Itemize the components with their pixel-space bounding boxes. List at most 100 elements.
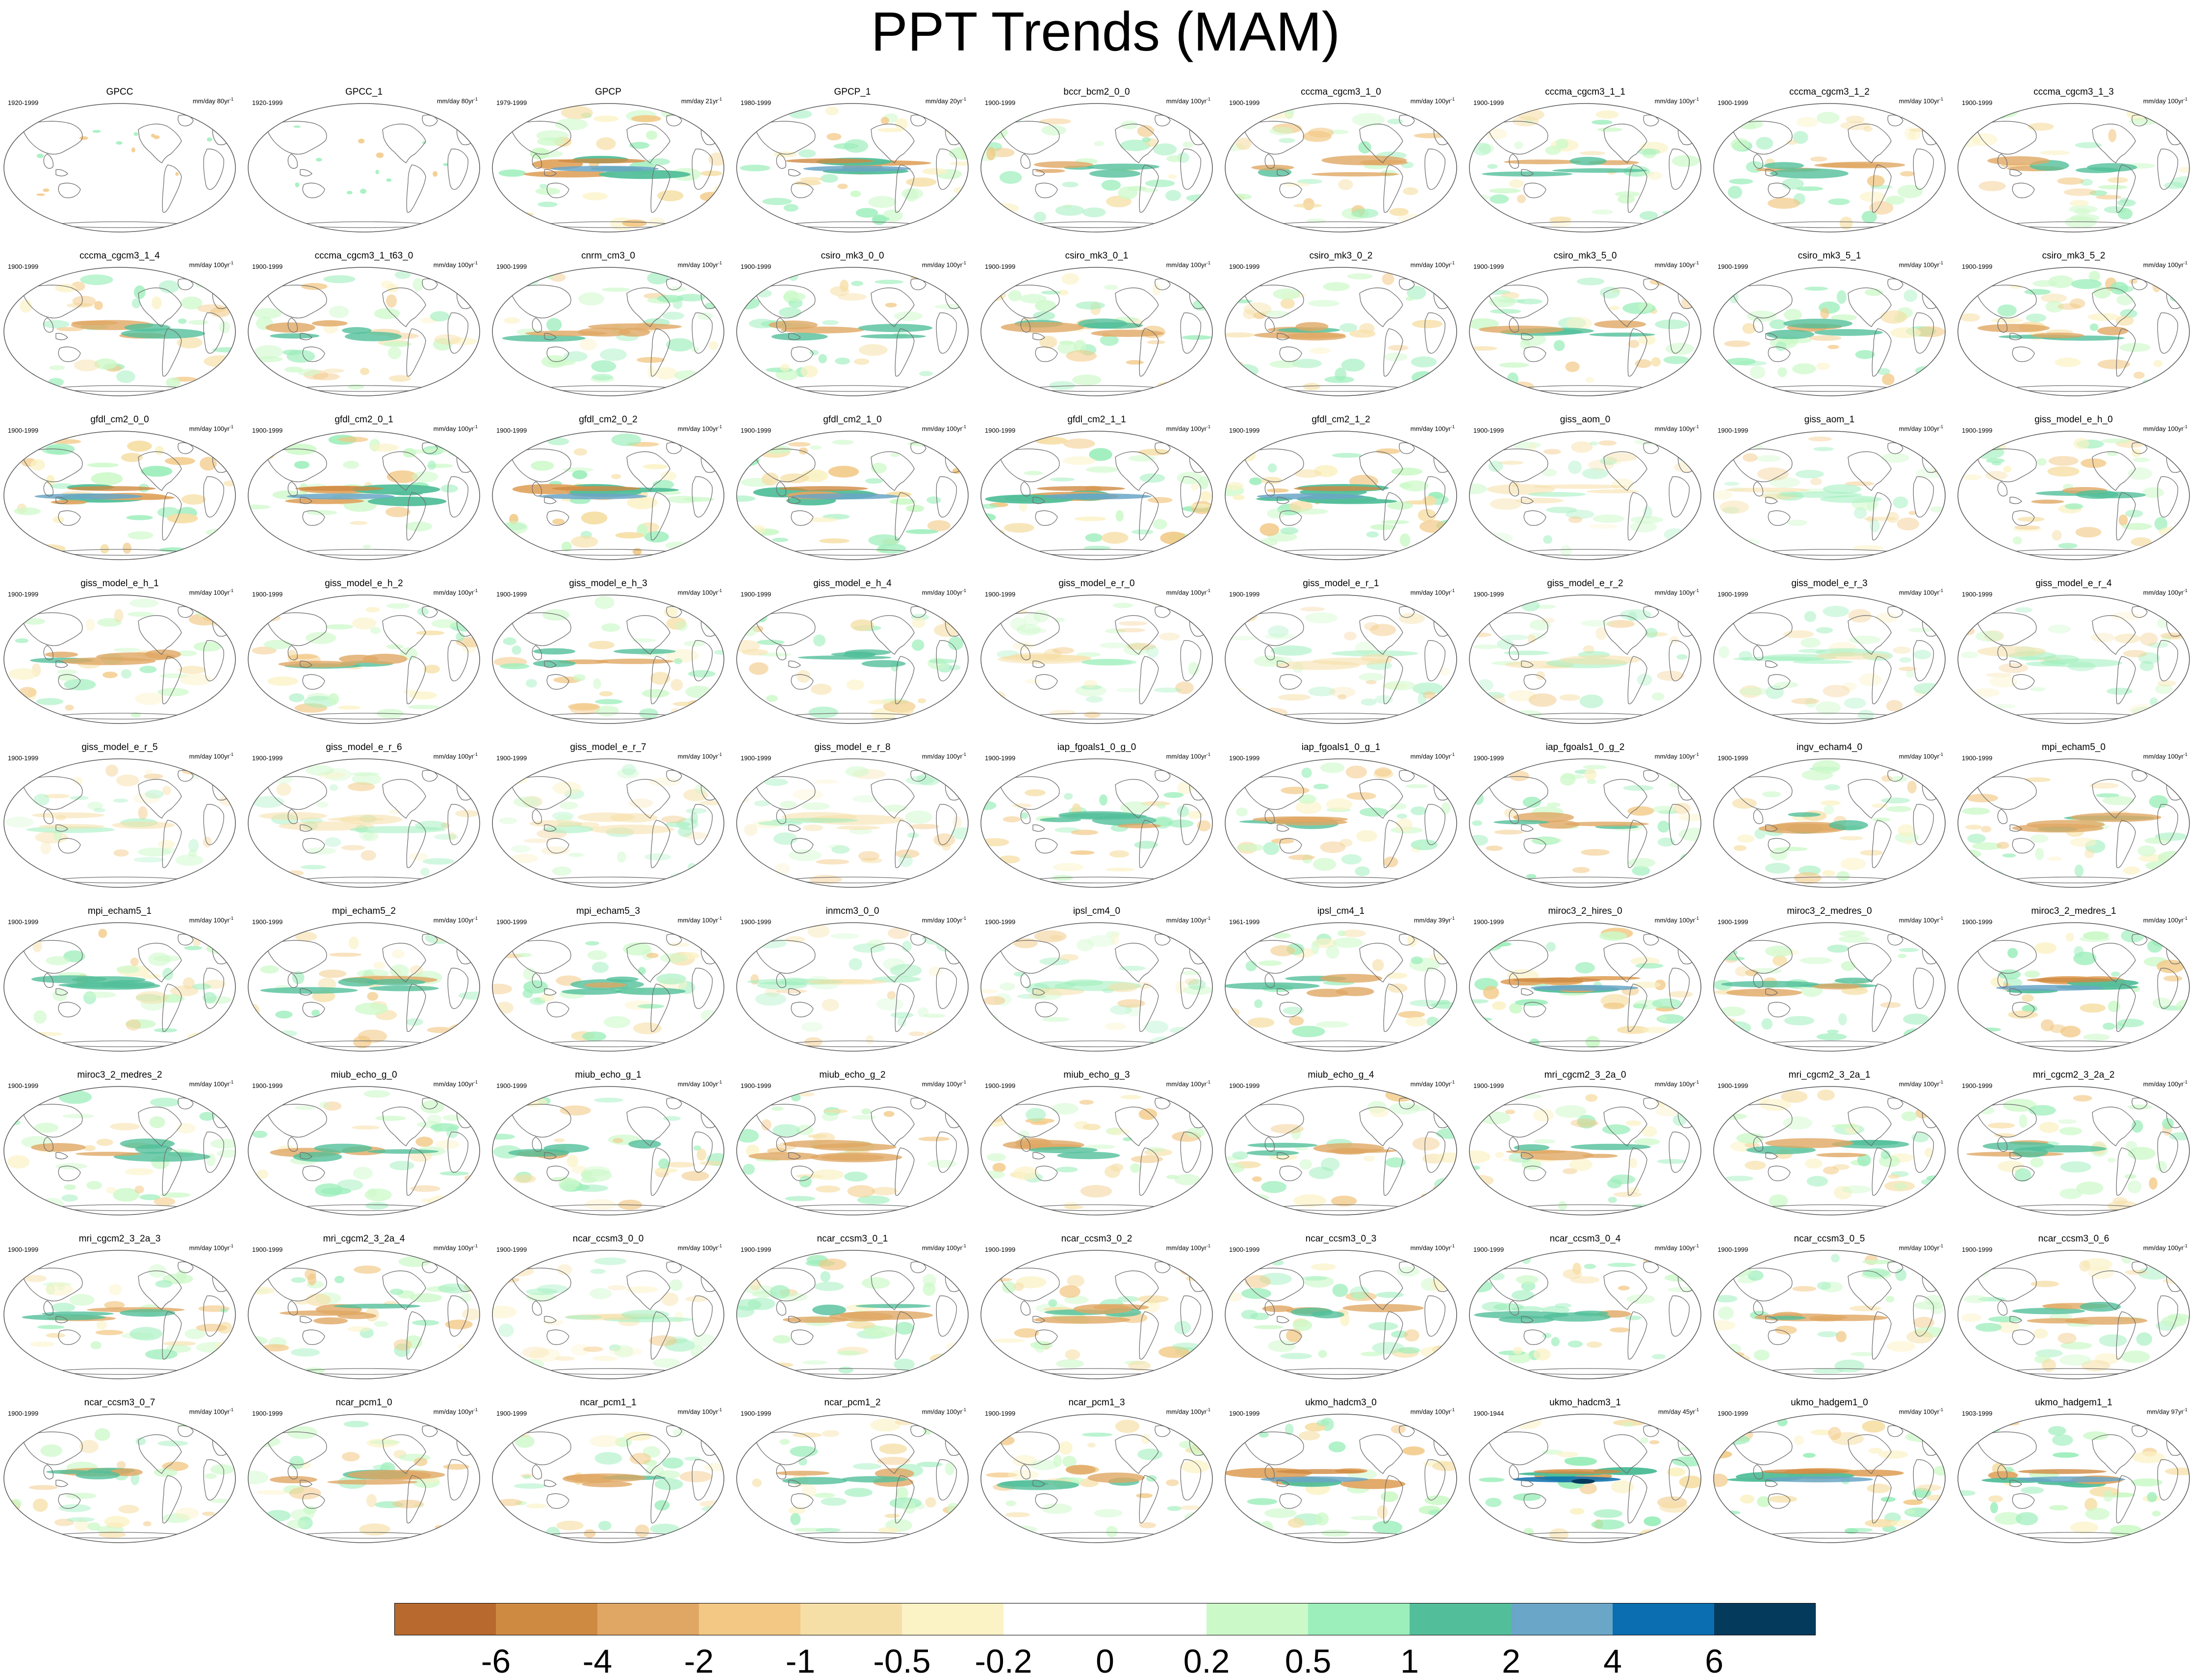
panel-units-text: mm/day 100yr [1410, 1244, 1451, 1252]
map-panel: csiro_mk3_0_2 1900-1999 mm/day 100yr-1 [1223, 250, 1459, 400]
world-map [1223, 920, 1459, 1054]
panel-units-exponent: -1 [962, 1080, 966, 1085]
panel-period: 1900-1999 [496, 1082, 527, 1089]
colorbar-swatch [800, 1603, 902, 1635]
colorbar-tick-label: -4 [582, 1643, 613, 1680]
map-svg [248, 1414, 480, 1543]
panel-period: 1900-1999 [1962, 1082, 1993, 1089]
panel-units: mm/day 100yr-1 [1899, 750, 1943, 760]
panel-title: miroc3_2_medres_0 [1787, 906, 1872, 916]
panel-units-text: mm/day 100yr [1654, 1244, 1695, 1252]
map-panel: mpi_echam5_2 1900-1999 mm/day 100yr-1 [246, 905, 482, 1055]
panel-units-exponent: -1 [1939, 916, 1943, 921]
panel-units-exponent: -1 [1206, 916, 1210, 921]
world-map [979, 756, 1214, 890]
colorbar-swatch [496, 1603, 597, 1635]
panel-units-exponent: -1 [2183, 752, 2187, 757]
globe-outline [1225, 594, 1457, 724]
panel-units-text: mm/day 100yr [677, 916, 718, 924]
world-map [490, 101, 726, 234]
panel-title: mri_cgcm2_3_2a_1 [1788, 1070, 1871, 1080]
panel-period: 1900-1999 [252, 918, 283, 926]
panel-title: cccma_cgcm3_1_1 [1545, 87, 1625, 97]
panel-units: mm/day 100yr-1 [678, 1078, 722, 1088]
panel-units-exponent: -1 [473, 588, 478, 593]
panel-units-text: mm/day 100yr [1166, 261, 1207, 269]
world-map [2, 101, 237, 234]
globe-outline [3, 594, 236, 724]
colorbar-swatch [902, 1603, 1003, 1635]
globe-outline [1469, 431, 1701, 560]
panel-title: mri_cgcm2_3_2a_2 [2032, 1070, 2115, 1080]
panel-title: ncar_pcm1_1 [580, 1397, 637, 1408]
map-panel: ncar_pcm1_1 1900-1999 mm/day 100yr-1 [490, 1397, 726, 1547]
panel-period: 1900-1999 [741, 1246, 771, 1253]
panel-units-exponent: -1 [962, 424, 966, 429]
panel-period: 1900-1999 [1962, 427, 1993, 434]
map-panel: giss_model_e_r_5 1900-1999 mm/day 100yr-1 [2, 742, 237, 891]
panel-title: ingv_echam4_0 [1796, 742, 1863, 752]
panel-units-exponent: -1 [1939, 588, 1943, 593]
globe-outline [248, 1250, 480, 1379]
globe-outline [980, 1414, 1213, 1543]
colorbar-swatch [394, 1603, 496, 1635]
panel-units-text: mm/day 100yr [1654, 261, 1695, 269]
map-svg [736, 1250, 969, 1379]
colorbar-tick-label: -0.2 [975, 1643, 1032, 1680]
map-svg [492, 758, 724, 888]
map-svg [1225, 758, 1457, 888]
map-panel: mri_cgcm2_3_2a_2 1900-1999 mm/day 100yr-1 [1956, 1069, 2191, 1219]
globe-outline [1225, 103, 1457, 233]
globe-outline [3, 758, 236, 888]
panel-units-exponent: -1 [718, 588, 722, 593]
world-map [1956, 101, 2191, 234]
panel-period: 1900-1999 [8, 427, 39, 434]
panel-units-exponent: -1 [1939, 260, 1943, 265]
panel-units: mm/day 21yr-1 [681, 95, 722, 105]
panel-period: 1961-1999 [1229, 918, 1260, 926]
world-map [1956, 920, 2191, 1054]
map-svg [492, 431, 724, 560]
panel-units-exponent: -1 [1450, 424, 1455, 429]
panel-units-exponent: -1 [718, 752, 722, 757]
panel-title: cccma_cgcm3_1_4 [79, 251, 160, 261]
map-svg [1225, 103, 1457, 233]
globe-outline [3, 922, 236, 1052]
panel-units: mm/day 100yr-1 [2143, 1242, 2187, 1252]
panel-title: ukmo_hadgem1_1 [2035, 1397, 2112, 1408]
panel-units-exponent: -1 [473, 424, 478, 429]
panel-period: 1900-1999 [252, 754, 283, 762]
panel-period: 1900-1999 [252, 263, 283, 270]
world-map [735, 265, 970, 398]
panel-title: GPCP [595, 87, 621, 97]
panel-units: mm/day 100yr-1 [189, 423, 233, 433]
world-map [246, 1084, 482, 1217]
panel-units-text: mm/day 100yr [1166, 1244, 1207, 1252]
panel-units-exponent: -1 [1695, 1080, 1699, 1085]
panel-units: mm/day 100yr-1 [678, 914, 722, 924]
panel-units-text: mm/day 100yr [1654, 97, 1695, 105]
panel-period: 1900-1999 [1718, 591, 1748, 598]
panel-title: giss_model_e_h_0 [2034, 414, 2113, 425]
globe-outline [1225, 1414, 1457, 1543]
colorbar-tick-label: -1 [785, 1643, 816, 1680]
panel-title: miroc3_2_hires_0 [1548, 906, 1622, 916]
panel-period: 1900-1999 [1473, 263, 1504, 270]
globe-outline [1469, 1086, 1701, 1215]
globe-outline [1469, 758, 1701, 888]
panel-title: giss_model_e_r_4 [2035, 578, 2112, 589]
panel-title: ncar_ccsm3_0_3 [1305, 1234, 1377, 1244]
map-svg [980, 594, 1213, 724]
panel-period: 1900-1999 [985, 1082, 1016, 1089]
map-svg [1469, 431, 1701, 560]
panel-title: ncar_ccsm3_0_5 [1794, 1234, 1865, 1244]
world-map [1712, 429, 1947, 562]
colorbar-swatch [1613, 1603, 1714, 1635]
panel-title: giss_model_e_r_0 [1058, 578, 1135, 589]
panel-units-text: mm/day 100yr [1899, 752, 1939, 760]
panel-period: 1900-1999 [496, 427, 527, 434]
panel-period: 1900-1999 [1473, 1082, 1504, 1089]
globe-outline [736, 922, 969, 1052]
map-panel: giss_model_e_r_1 1900-1999 mm/day 100yr-1 [1223, 578, 1459, 727]
panel-units-text: mm/day 100yr [2143, 261, 2184, 269]
